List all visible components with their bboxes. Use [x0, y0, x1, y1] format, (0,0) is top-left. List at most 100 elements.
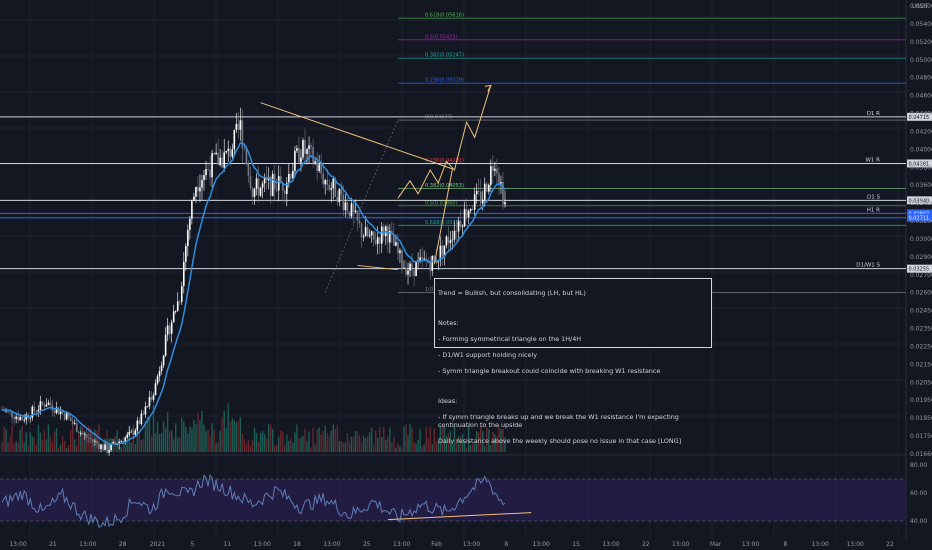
candle-body: [205, 169, 207, 176]
volume-bar: [358, 435, 361, 452]
volume-bar: [173, 439, 175, 452]
candle-body: [330, 188, 333, 190]
volume-bar: [480, 425, 482, 452]
candle-body: [187, 229, 189, 247]
volume-bar: [51, 441, 54, 452]
projection-path: [397, 85, 492, 199]
candle-body: [445, 236, 448, 246]
volume-bar: [193, 419, 195, 452]
candle-body: [334, 178, 337, 197]
triangle-lower-line: [433, 168, 453, 265]
level-price-label: 0.04715: [909, 115, 930, 121]
candle-body: [380, 226, 383, 244]
volume-bar: [201, 410, 203, 452]
candle-body: [453, 230, 456, 240]
ema-line: [1, 141, 506, 445]
candle-body: [237, 124, 240, 130]
volume-bar: [263, 434, 266, 452]
candle-body: [53, 410, 56, 413]
time-tick-label: Mar: [710, 541, 722, 548]
volume-bar: [360, 442, 363, 452]
volume-bar: [296, 424, 298, 452]
candle-body: [148, 397, 151, 407]
volume-bar: [158, 433, 161, 452]
volume-bar: [227, 403, 229, 452]
candle-body: [114, 441, 116, 445]
candle-body: [233, 129, 236, 150]
projection-zigzag: [397, 84, 492, 199]
volume-bar: [286, 434, 288, 452]
candle-body: [61, 411, 64, 414]
time-tick-label: 13:00: [812, 541, 829, 548]
candle-body: [467, 210, 470, 218]
volume-bar: [320, 434, 322, 452]
candle-body: [223, 152, 225, 168]
volume-bar: [453, 426, 456, 452]
time-tick-label: 13:00: [254, 541, 271, 548]
candle-body: [92, 439, 94, 442]
candle-body: [336, 196, 339, 203]
volume-bar: [383, 426, 385, 452]
candle-body: [122, 440, 124, 443]
volume-bar: [496, 436, 498, 452]
volume-bar: [251, 440, 254, 452]
level-price-label: 0.03940: [909, 198, 930, 204]
volume-bar: [150, 436, 153, 452]
volume-bar: [476, 431, 478, 452]
volume-bar: [409, 424, 411, 452]
volume-bar: [326, 433, 328, 452]
candle-body: [312, 147, 314, 163]
volume-bar: [340, 441, 343, 452]
level-price-tag: [907, 196, 932, 205]
volume-bar: [134, 444, 137, 452]
volume-bar: [76, 446, 78, 452]
candle-body: [75, 423, 78, 432]
candle-body: [191, 200, 193, 219]
candle-body: [168, 325, 171, 334]
price-tick-label: 0.01660: [910, 451, 932, 458]
candle-body: [176, 301, 179, 311]
candle-body: [504, 202, 506, 205]
volume-bar: [290, 438, 292, 452]
volume-bar: [25, 432, 27, 452]
volume-bar: [451, 444, 454, 452]
volume-bar: [17, 442, 19, 452]
note-trend: Trend = Bullish, but consolidating (LH, …: [438, 289, 586, 297]
candle-body: [308, 145, 310, 150]
candle-body: [326, 180, 329, 185]
volume-bar: [15, 441, 17, 452]
candle-body: [251, 187, 254, 197]
volume-bar: [21, 425, 23, 452]
volume-bar: [478, 432, 480, 452]
volume-bar: [342, 442, 345, 452]
candle-body: [255, 178, 258, 189]
fib-label: 0.5(0.03860): [425, 200, 458, 206]
level-label: D1 S: [867, 194, 880, 200]
time-tick-label: 13:00: [533, 541, 550, 548]
volume-bar: [221, 417, 223, 452]
candle-body: [158, 371, 161, 377]
level-price-label: 0.03255: [909, 267, 930, 273]
candle-body: [112, 441, 114, 444]
candle-body: [279, 176, 282, 183]
candle-body: [71, 421, 74, 424]
candle-body: [259, 187, 262, 196]
candle-body: [459, 221, 462, 227]
volume-bar: [243, 439, 246, 452]
candle-body: [354, 210, 357, 212]
volume-bar: [276, 445, 278, 452]
volume-bar: [209, 436, 211, 452]
volume-bar: [130, 442, 132, 452]
candle-body: [411, 263, 413, 270]
candle-body: [350, 203, 353, 217]
volume-bar: [205, 430, 207, 452]
volume-bar: [63, 440, 66, 452]
candle-body: [225, 151, 228, 153]
volume-bar: [237, 421, 240, 452]
